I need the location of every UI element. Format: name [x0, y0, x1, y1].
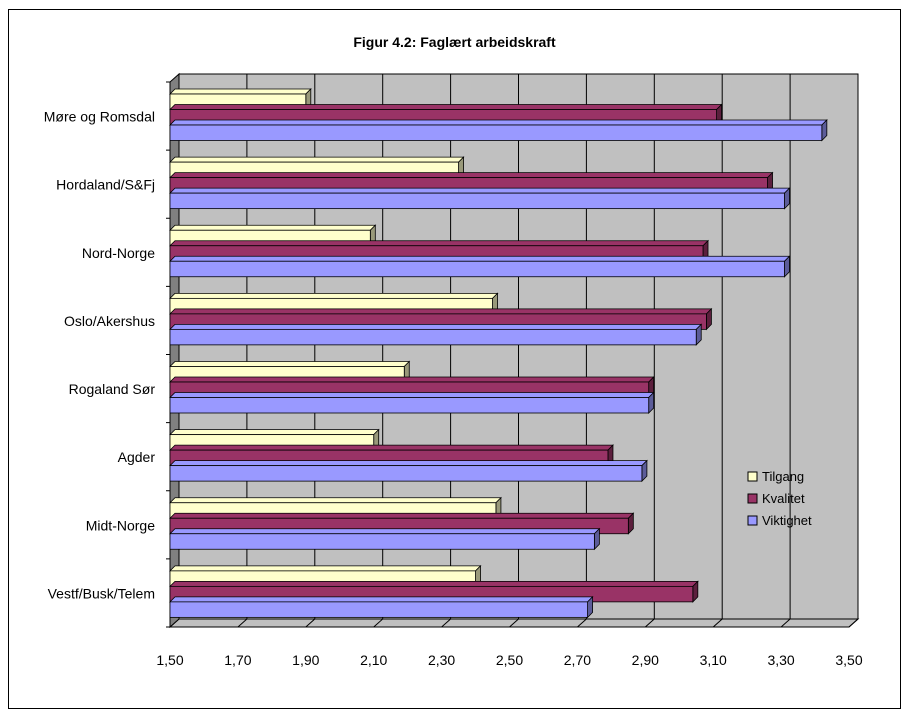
y-category-label: Rogaland Sør — [69, 381, 156, 397]
bar-top-tilgang — [169, 361, 411, 367]
gridline-floor — [848, 618, 859, 628]
bar-viktighet — [169, 328, 697, 346]
bar-top-tilgang — [169, 429, 380, 436]
gridline-floor — [237, 618, 248, 628]
gridline-floor — [780, 618, 791, 628]
bar-top-kvalitet — [169, 580, 699, 587]
bar-viktighet — [169, 124, 823, 141]
y-category-label: Midt-Norge — [86, 517, 155, 533]
bar-viktighet — [169, 397, 650, 414]
bar-top-tilgang — [169, 292, 499, 299]
gridline-floor — [305, 618, 316, 628]
legend-swatch-tilgang — [747, 471, 758, 482]
chart-title: Figur 4.2: Faglært arbeidskraft — [353, 34, 556, 50]
bar-top-kvalitet — [169, 104, 723, 110]
bar-top-viktighet — [169, 323, 703, 330]
bar-top-kvalitet — [169, 512, 635, 519]
bar-viktighet — [169, 465, 643, 482]
bar-top-tilgang — [169, 497, 502, 504]
x-tick-label: 1,70 — [224, 652, 251, 668]
bar-top-viktighet — [169, 119, 828, 126]
x-tick-label: 1,50 — [156, 652, 183, 668]
x-tick-label: 1,90 — [292, 652, 319, 668]
y-category-label: Hordaland/S&Fj — [56, 177, 155, 193]
bar-top-kvalitet — [169, 308, 713, 315]
bar-top-tilgang — [169, 88, 312, 95]
bar-top-viktighet — [169, 392, 655, 398]
gridline-floor — [712, 618, 723, 628]
bar-top-tilgang — [169, 565, 482, 572]
legend-swatch-viktighet — [747, 515, 758, 526]
bar-viktighet — [169, 601, 588, 618]
bar-top-kvalitet — [169, 444, 614, 451]
bar-top-viktighet — [169, 255, 791, 262]
bar-viktighet — [169, 260, 785, 278]
x-tick-label: 2,70 — [564, 652, 591, 668]
y-category-label: Vestf/Busk/Telem — [48, 585, 155, 601]
x-tick-label: 2,10 — [360, 652, 387, 668]
gridline-floor — [577, 618, 587, 628]
bar-viktighet — [169, 192, 785, 210]
gridline-floor — [509, 618, 519, 628]
y-category-label: Møre og Romsdal — [44, 109, 155, 125]
bar-top-tilgang — [169, 156, 465, 163]
legend-label-tilgang: Tilgang — [762, 469, 804, 484]
y-category-label: Oslo/Akershus — [64, 313, 155, 329]
legend-label-viktighet: Viktighet — [762, 513, 812, 528]
gridline-floor — [441, 618, 451, 628]
x-tick-label: 2,50 — [496, 652, 523, 668]
y-category-label: Nord-Norge — [82, 245, 155, 261]
x-tick-label: 2,90 — [632, 652, 659, 668]
bar-top-viktighet — [169, 187, 791, 194]
bar-top-viktighet — [169, 460, 648, 467]
legend-swatch-kvalitet — [747, 493, 758, 504]
y-category-label: Agder — [118, 449, 156, 465]
bar-viktighet — [169, 533, 595, 550]
x-tick-label: 3,10 — [700, 652, 727, 668]
bar-top-viktighet — [169, 528, 601, 535]
gridline-floor — [373, 618, 384, 628]
x-tick-label: 3,50 — [835, 652, 862, 668]
bar-top-viktighet — [169, 596, 594, 603]
x-tick-label: 3,30 — [767, 652, 794, 668]
bar-top-tilgang — [169, 224, 377, 231]
bar-top-kvalitet — [169, 376, 655, 383]
x-tick-label: 2,30 — [428, 652, 455, 668]
bar-top-kvalitet — [169, 240, 709, 247]
gridline-floor — [644, 618, 655, 628]
bar-top-kvalitet — [169, 172, 774, 179]
legend-label-kvalitet: Kvalitet — [762, 491, 805, 506]
